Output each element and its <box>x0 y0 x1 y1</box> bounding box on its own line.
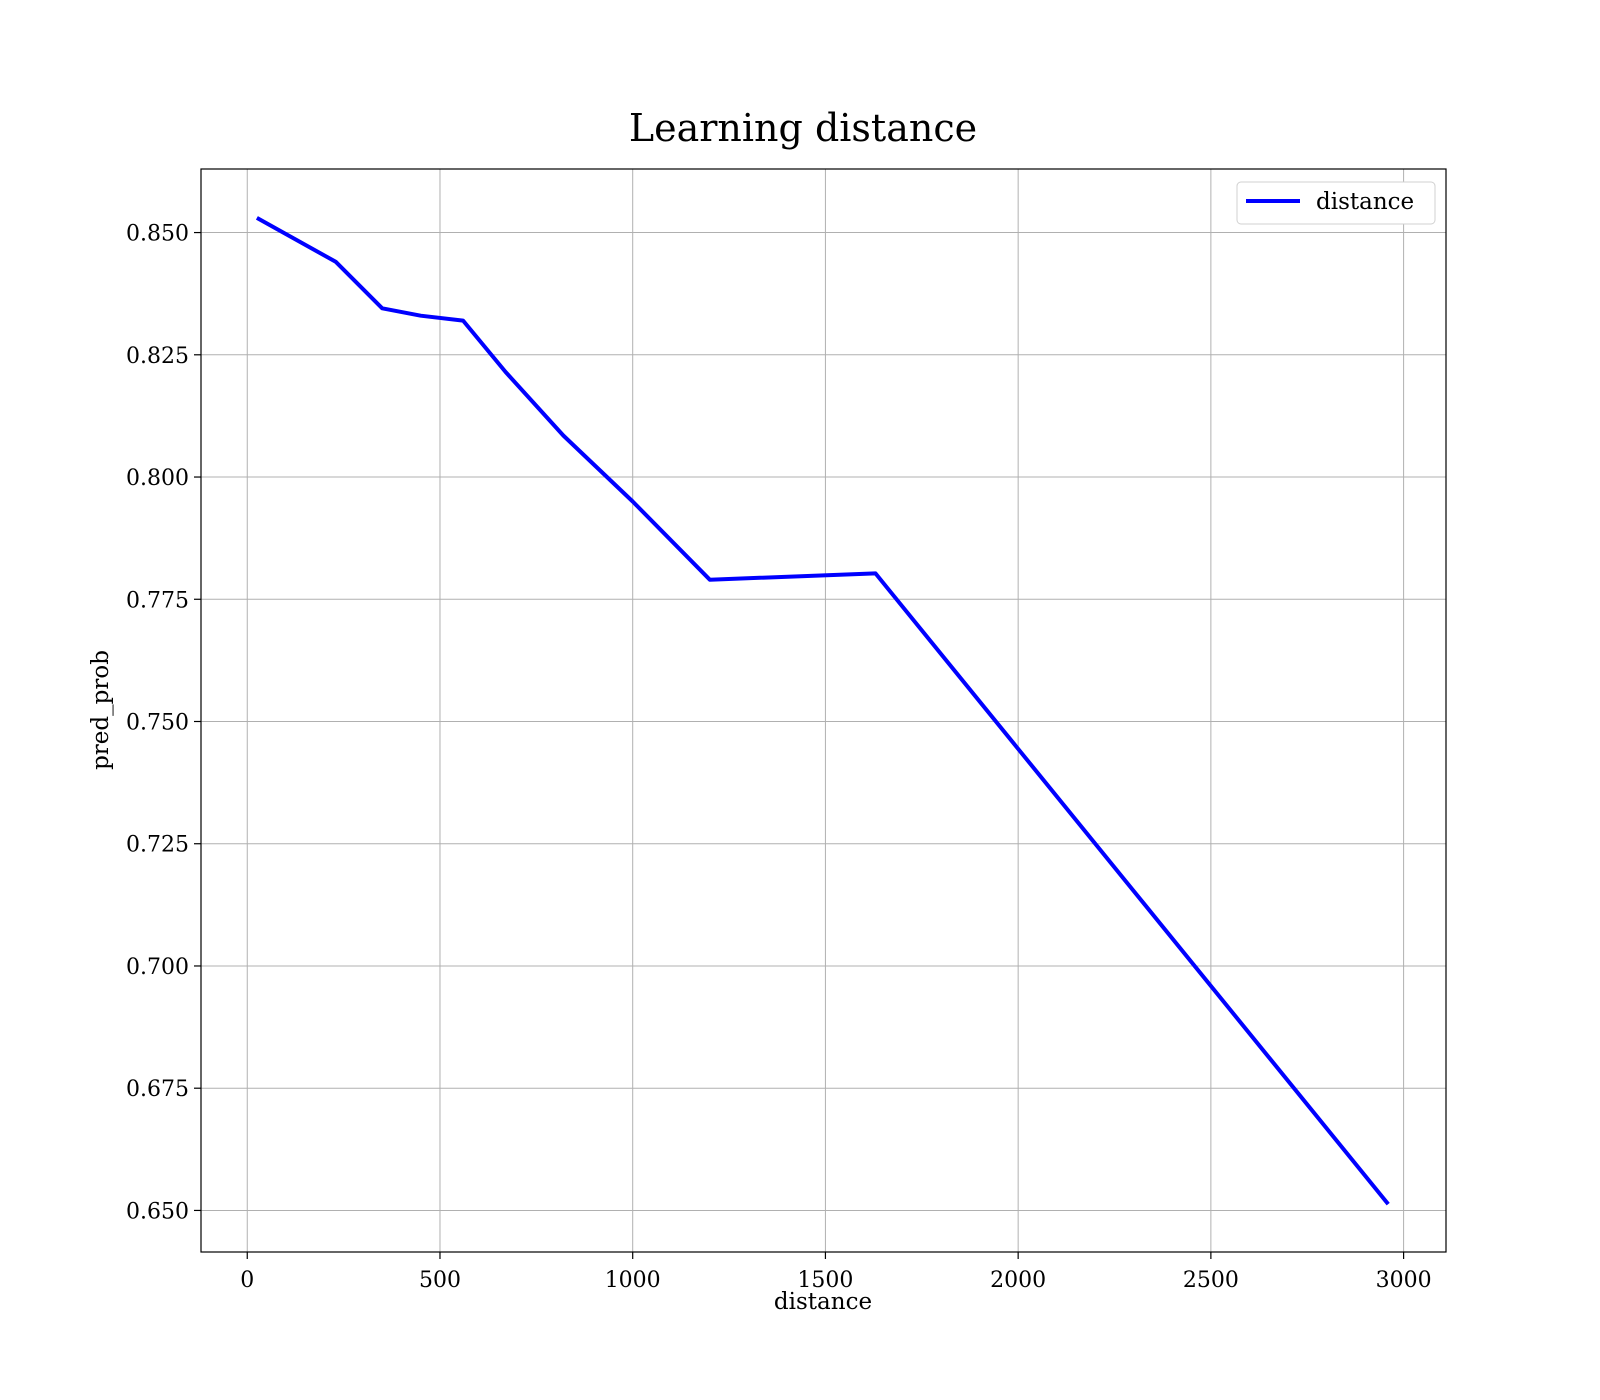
legend: distance <box>1236 181 1436 225</box>
x-tick-label: 0 <box>240 1268 254 1293</box>
grid <box>201 169 1446 1252</box>
chart-title: Learning distance <box>629 106 977 150</box>
x-tick-label: 1000 <box>605 1268 661 1293</box>
legend-label: distance <box>1316 189 1414 215</box>
x-axis: 0 500 1000 1500 2000 2500 3000 <box>240 1252 1432 1293</box>
y-axis-title: pred_prob <box>88 650 114 770</box>
legend-box <box>1236 181 1436 225</box>
x-tick-label: 1500 <box>797 1268 853 1293</box>
y-tick-label: 0.800 <box>126 466 189 491</box>
y-tick-label: 0.675 <box>126 1077 189 1102</box>
series-line-distance <box>255 216 1390 1206</box>
y-axis: 0.650 0.675 0.700 0.725 0.750 0.775 0.800 0.825… <box>126 222 201 1224</box>
x-tick-label: 2500 <box>1183 1268 1239 1293</box>
x-tick-label: 2000 <box>990 1268 1046 1293</box>
plot-frame <box>200 168 1447 1253</box>
y-tick-label: 0.700 <box>126 955 189 980</box>
y-tick-label: 0.775 <box>126 588 189 613</box>
x-axis-title: distance <box>774 1289 872 1315</box>
y-tick-label: 0.725 <box>126 833 189 858</box>
series-layer <box>255 216 1390 1206</box>
x-tick-label: 3000 <box>1376 1268 1432 1293</box>
x-tick-label: 500 <box>419 1268 461 1293</box>
y-tick-label: 0.650 <box>126 1199 189 1224</box>
y-tick-label: 0.750 <box>126 711 189 736</box>
y-tick-label: 0.850 <box>126 222 189 247</box>
y-tick-label: 0.825 <box>126 344 189 369</box>
